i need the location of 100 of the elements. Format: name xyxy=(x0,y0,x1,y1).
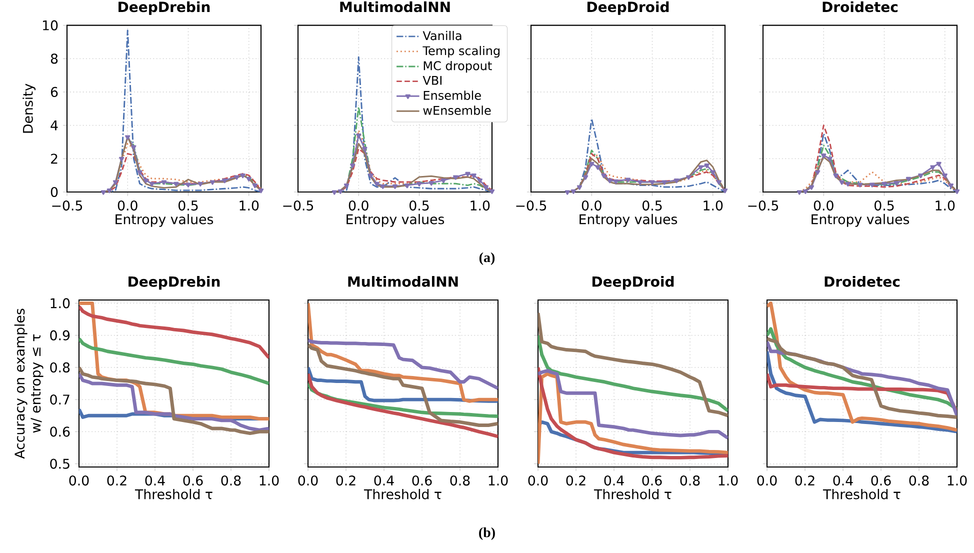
x-tick-label: 1.0 xyxy=(948,475,967,486)
x-tick-label: 0.4 xyxy=(833,475,853,486)
x-tick-label: 0.6 xyxy=(642,475,662,486)
x-tick-label: 1.0 xyxy=(704,200,723,211)
point xyxy=(821,154,826,158)
x-tick-label: −0.5 xyxy=(52,200,82,211)
chart-title: DeepDroid xyxy=(587,1,669,15)
point xyxy=(845,182,850,187)
point xyxy=(808,185,814,190)
point xyxy=(258,188,264,194)
point xyxy=(942,174,948,178)
x-tick-label: 0.5 xyxy=(410,200,429,211)
point xyxy=(722,188,728,194)
point xyxy=(246,176,252,182)
point xyxy=(106,188,112,194)
point xyxy=(440,178,446,184)
point xyxy=(564,190,570,195)
x-axis-title: Entropy values xyxy=(812,214,910,227)
point xyxy=(131,145,136,150)
x-tick-label: 0.0 xyxy=(348,200,368,211)
point xyxy=(234,175,240,180)
x-tick-label: 0.8 xyxy=(221,475,241,486)
x-tick-label: 0.4 xyxy=(604,475,624,486)
point xyxy=(601,174,606,178)
point xyxy=(595,165,600,170)
point xyxy=(471,174,476,178)
legend-label: Vanilla xyxy=(422,30,462,40)
point xyxy=(674,178,680,184)
x-axis-title: Entropy values xyxy=(580,214,678,227)
x-tick-label: 0.4 xyxy=(145,475,165,486)
point xyxy=(607,178,612,184)
point xyxy=(704,164,710,168)
point xyxy=(143,178,148,184)
point xyxy=(428,181,434,186)
x-tick-label: 0.0 xyxy=(298,475,318,486)
x-tick-label: 1.0 xyxy=(260,475,279,486)
point xyxy=(240,174,246,178)
legend-label: VBI xyxy=(422,76,442,85)
x-tick-label: 0.4 xyxy=(374,475,394,486)
point xyxy=(814,170,820,175)
point xyxy=(404,184,410,188)
y-tick-label: 6 xyxy=(50,86,58,98)
point xyxy=(576,185,582,190)
x-tick-label: 0.2 xyxy=(795,475,814,486)
point xyxy=(638,180,643,185)
point xyxy=(686,175,692,180)
y-tick-label: 0.8 xyxy=(50,362,70,372)
point xyxy=(356,134,362,138)
point xyxy=(827,156,832,162)
y-tick-label: 0.5 xyxy=(50,458,70,469)
x-tick-label: 0.2 xyxy=(107,475,126,486)
x-axis-title: Entropy values xyxy=(116,214,214,227)
x-axis-title: Threshold τ xyxy=(594,488,672,500)
point xyxy=(489,189,495,194)
point xyxy=(137,170,142,175)
y-tick-label: 0 xyxy=(50,186,58,198)
point xyxy=(802,189,808,194)
point xyxy=(930,165,936,170)
x-tick-label: −0.5 xyxy=(283,200,314,211)
y-axis-title: Accuracy on examples w/ entropy ≤ τ xyxy=(14,308,44,459)
point xyxy=(870,182,875,188)
chart-title: MultimodalNN xyxy=(348,276,458,287)
x-tick-label: 0.8 xyxy=(680,475,700,486)
point xyxy=(362,146,368,152)
point xyxy=(210,180,216,185)
point xyxy=(613,179,618,184)
x-tick-label: 0.0 xyxy=(528,475,548,486)
point xyxy=(894,181,899,186)
x-tick-label: 0.0 xyxy=(582,200,602,211)
x-tick-label: 0.0 xyxy=(69,475,89,486)
x-tick-label: 1.0 xyxy=(488,475,508,486)
point xyxy=(186,182,191,188)
point xyxy=(882,182,887,187)
x-axis-title: Threshold τ xyxy=(822,488,900,500)
point xyxy=(857,182,863,188)
point xyxy=(839,180,844,185)
point xyxy=(374,182,380,187)
x-tick-label: 0.2 xyxy=(336,475,356,486)
point xyxy=(368,174,374,178)
x-tick-label: 0.5 xyxy=(642,200,662,211)
point xyxy=(918,174,924,178)
point xyxy=(477,178,482,184)
x-tick-label: 1.0 xyxy=(240,200,259,211)
point xyxy=(650,180,655,185)
x-tick-label: 0.5 xyxy=(178,200,198,211)
point xyxy=(483,185,489,190)
legend-label: Ensemble xyxy=(424,90,481,100)
x-tick-label: 0.6 xyxy=(412,475,432,486)
x-tick-label: −0.5 xyxy=(748,200,778,211)
x-tick-label: 0.2 xyxy=(566,475,586,486)
y-tick-label: 8 xyxy=(50,54,58,64)
x-tick-label: 0.6 xyxy=(871,475,891,486)
legend-label: MC dropout xyxy=(424,60,492,73)
chart-title: Droidetec xyxy=(824,276,900,287)
x-tick-label: 0.0 xyxy=(118,200,138,211)
point xyxy=(392,184,398,190)
point xyxy=(350,164,356,168)
point xyxy=(948,184,954,188)
point xyxy=(625,178,631,182)
point xyxy=(174,182,179,187)
